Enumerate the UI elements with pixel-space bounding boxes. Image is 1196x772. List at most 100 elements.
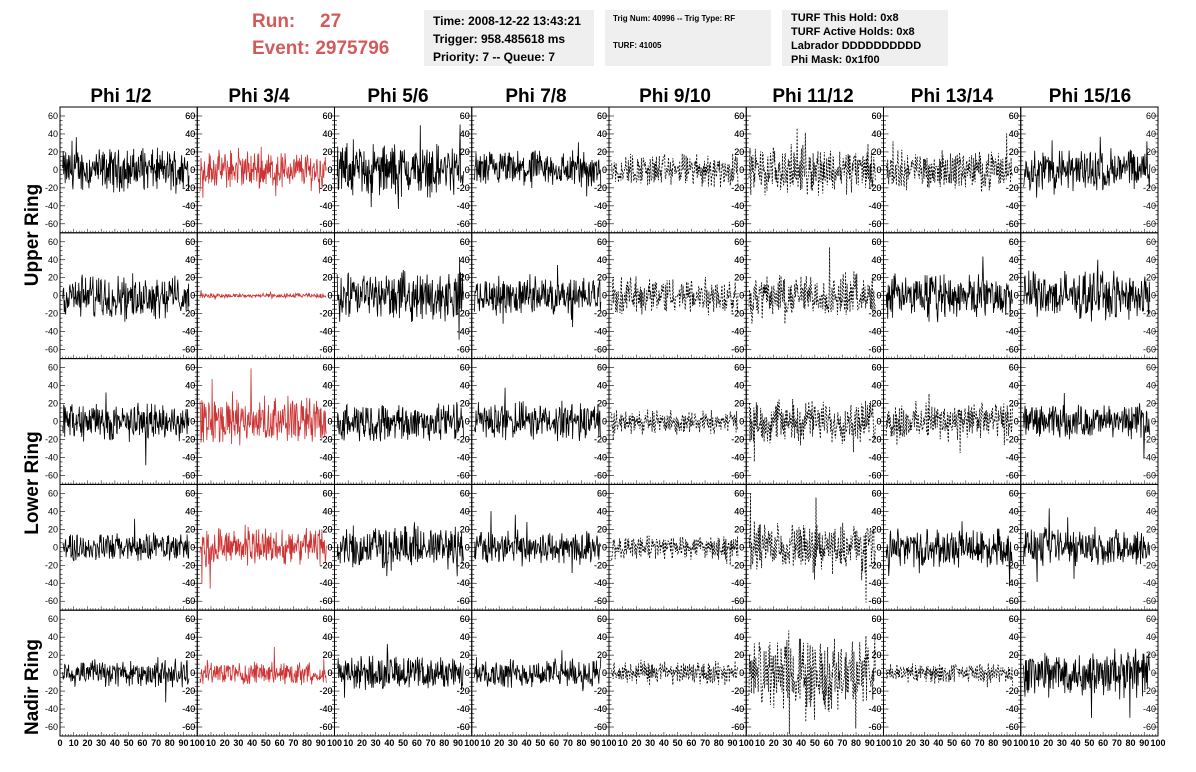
y-tick-label-right: -40 [868, 327, 881, 337]
y-tick-label-right: -20 [868, 434, 881, 444]
y-tick-label: -60 [868, 219, 881, 229]
y-tick-label: 20 [322, 399, 332, 409]
y-tick-label: 0 [53, 165, 58, 175]
y-tick-label-right: 40 [871, 255, 881, 265]
y-tick-label: -60 [457, 722, 470, 732]
y-tick-label: -60 [731, 345, 744, 355]
x-tick-label: 70 [426, 738, 436, 748]
y-tick-label-right: -40 [594, 201, 607, 211]
waveform-r2-c1 [199, 368, 327, 446]
y-tick-label-right: 0 [739, 165, 744, 175]
y-tick-label: 0 [876, 542, 881, 552]
y-tick-label-right: -20 [319, 183, 332, 193]
y-tick-label: -20 [45, 309, 58, 319]
y-tick-label-right: -40 [594, 452, 607, 462]
y-tick-label: 40 [734, 129, 744, 139]
y-tick-label-right: -40 [182, 327, 195, 337]
y-tick-label-right: -20 [1143, 434, 1156, 444]
x-tick-label: 10 [480, 738, 490, 748]
y-tick-label: -40 [731, 201, 744, 211]
y-tick-label: -20 [1006, 309, 1019, 319]
y-tick-label-right: -40 [457, 578, 470, 588]
y-tick-label: 60 [734, 237, 744, 247]
x-tick-label: 30 [233, 738, 243, 748]
y-tick-label: -40 [45, 327, 58, 337]
y-tick-label: 0 [1014, 668, 1019, 678]
y-tick-label: 40 [48, 381, 58, 391]
y-tick-label: 40 [460, 506, 470, 516]
y-tick-label: 60 [1009, 237, 1019, 247]
y-tick-label-right: 40 [1009, 632, 1019, 642]
y-tick-label-right: 40 [734, 129, 744, 139]
y-tick-label-right: -40 [1006, 201, 1019, 211]
y-tick-label-right: 40 [460, 381, 470, 391]
y-tick-label: 20 [185, 273, 195, 283]
y-tick-label: 20 [460, 524, 470, 534]
y-tick-label-right: 0 [602, 668, 607, 678]
y-tick-label: 0 [739, 417, 744, 427]
y-tick-label-right: -20 [319, 686, 332, 696]
trig-num-text: Trig Num: 40996 -- Trig Type: RF [613, 14, 736, 23]
y-tick-label-right: 40 [185, 129, 195, 139]
waveform-r3-c7 [1023, 508, 1151, 583]
y-tick-label: -40 [457, 452, 470, 462]
y-tick-label-right: 60 [871, 237, 881, 247]
y-tick-label-right: -60 [1143, 596, 1156, 606]
y-tick-label: 20 [597, 650, 607, 660]
y-tick-label: -60 [45, 596, 58, 606]
y-tick-label-right: 60 [734, 237, 744, 247]
y-tick-label: -40 [457, 578, 470, 588]
y-tick-label: 60 [185, 363, 195, 373]
y-tick-label-right: -20 [594, 686, 607, 696]
y-tick-label: -20 [45, 560, 58, 570]
x-tick-label: 20 [494, 738, 504, 748]
y-tick-label: -20 [319, 560, 332, 570]
y-tick-label-right: 20 [460, 273, 470, 283]
y-tick-label: 60 [734, 111, 744, 121]
y-tick-label-right: -60 [594, 345, 607, 355]
x-tick-label: 10 [343, 738, 353, 748]
y-tick-label: -40 [182, 452, 195, 462]
y-tick-label-right: 0 [876, 542, 881, 552]
y-tick-label-right: 0 [190, 542, 195, 552]
y-tick-label-right: -20 [731, 434, 744, 444]
y-tick-label-right: -60 [1143, 345, 1156, 355]
y-tick-label: 0 [1014, 165, 1019, 175]
x-tick-label: 90 [1139, 738, 1149, 748]
y-tick-label-right: 40 [185, 255, 195, 265]
y-tick-label-right: -40 [731, 201, 744, 211]
y-tick-label: 60 [460, 363, 470, 373]
y-tick-label: 20 [734, 147, 744, 157]
y-tick-label: 40 [460, 129, 470, 139]
y-tick-label: -40 [45, 578, 58, 588]
y-tick-label-right: 20 [871, 524, 881, 534]
y-tick-label-right: 0 [465, 668, 470, 678]
y-tick-label-right: -40 [1143, 201, 1156, 211]
y-tick-label-right: -60 [457, 722, 470, 732]
time-info-box: Time: 2008-12-22 13:43:21 Trigger: 958.4… [424, 10, 594, 66]
y-tick-label-right: 40 [322, 632, 332, 642]
y-tick-label-right: -20 [1006, 183, 1019, 193]
y-tick-label: -60 [457, 219, 470, 229]
waveform-r4-c0 [62, 657, 190, 703]
y-tick-label-right: 60 [871, 488, 881, 498]
y-tick-label: 20 [460, 147, 470, 157]
y-tick-label: 20 [1009, 399, 1019, 409]
x-tick-label: 20 [82, 738, 92, 748]
y-tick-label-right: 40 [1146, 129, 1156, 139]
y-tick-label: 60 [185, 237, 195, 247]
x-tick-label: 60 [824, 738, 834, 748]
y-tick-label-right: 20 [322, 147, 332, 157]
y-tick-label: -40 [594, 201, 607, 211]
x-tick-label: 20 [1043, 738, 1053, 748]
y-tick-label: 60 [460, 111, 470, 121]
y-tick-label-right: -40 [1143, 452, 1156, 462]
y-tick-label-right: 60 [322, 614, 332, 624]
trigger-text: Trigger: 958.485618 ms [433, 32, 566, 46]
y-tick-label: -20 [594, 560, 607, 570]
y-tick-label: 0 [739, 542, 744, 552]
y-tick-label-right: 20 [1146, 399, 1156, 409]
event-value: 2975796 [315, 38, 390, 59]
y-tick-label: 0 [327, 542, 332, 552]
y-tick-label: -40 [319, 201, 332, 211]
